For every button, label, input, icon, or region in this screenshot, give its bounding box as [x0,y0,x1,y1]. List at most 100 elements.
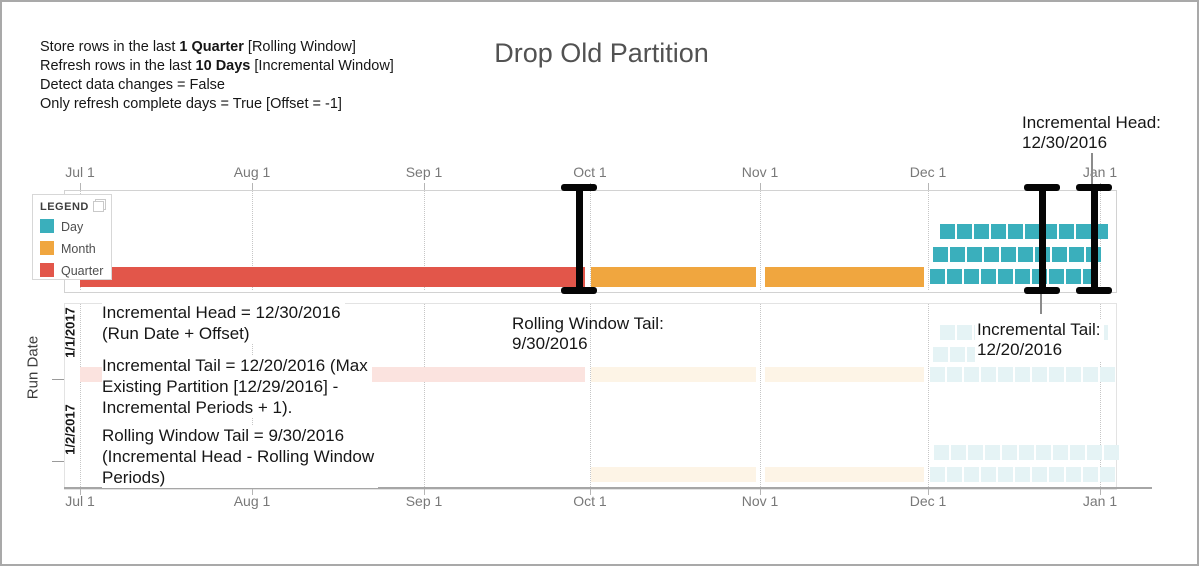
faded-month-bar-run2-nov[interactable] [765,467,924,482]
x-axis-label-bottom: Dec 1 [909,493,947,509]
day-partition-square[interactable] [968,445,983,460]
day-partition-square[interactable] [1066,367,1081,382]
day-partition-square[interactable] [1083,467,1098,482]
incremental-head-marker-bottom [1076,287,1112,294]
month-gridline [424,304,425,487]
day-partition-square[interactable] [947,367,962,382]
day-partition-square[interactable] [1066,467,1081,482]
day-partition-square[interactable] [1025,224,1040,239]
bottom-axis-tick [252,489,253,495]
day-partition-square[interactable] [998,269,1013,284]
month-swatch [40,241,54,255]
day-partition-square[interactable] [1076,224,1091,239]
day-partition-square[interactable] [957,224,972,239]
day-partition-square[interactable] [981,367,996,382]
incremental-tail-marker [1039,184,1046,294]
day-partition-square[interactable] [964,367,979,382]
x-axis-label-top: Dec 1 [909,164,947,180]
config-text: Store rows in the last [40,39,180,55]
faded-month-bar-run2-oct[interactable] [591,467,756,482]
chart-title: Drop Old Partition [494,38,709,68]
day-partition-square[interactable] [967,247,982,262]
day-partition-square[interactable] [1049,467,1064,482]
day-partition-square[interactable] [1049,367,1064,382]
incremental-tail-connector [1040,294,1042,314]
day-partition-square[interactable] [1069,247,1084,262]
day-partition-square[interactable] [1032,467,1047,482]
day-partition-square[interactable] [950,347,965,362]
day-partition-square[interactable] [964,269,979,284]
day-partition-square[interactable] [1015,269,1030,284]
config-text: Detect data changes = False [40,77,225,93]
day-partition-square[interactable] [1053,445,1068,460]
day-partition-square[interactable] [950,247,965,262]
config-line-complete-days: Only refresh complete days = True [Offse… [40,95,394,114]
day-partition-square[interactable] [981,269,996,284]
copy-icon[interactable] [93,199,106,212]
day-partition-square[interactable] [1100,467,1115,482]
day-partition-square[interactable] [951,445,966,460]
day-partition-square[interactable] [1032,367,1047,382]
day-partition-square[interactable] [933,347,948,362]
day-partition-square[interactable] [940,224,955,239]
month-partition-bar-nov[interactable] [765,267,924,287]
config-bold-value: 10 Days [195,58,251,74]
top-axis-tick [760,183,761,190]
day-partition-square[interactable] [1018,247,1033,262]
bottom-axis-tick [590,489,591,495]
rolling-window-tail-marker [576,184,583,294]
config-bold-value: 1 Quarter [179,39,244,55]
incremental-head-callout: Incremental Head: 12/30/2016 [1022,113,1161,152]
month-gridline [590,191,591,290]
quarter-partition-bar[interactable] [80,267,585,287]
day-partition-square[interactable] [1087,445,1102,460]
day-partition-square[interactable] [1083,367,1098,382]
x-axis-label-top: Sep 1 [405,164,443,180]
x-axis-label-bottom: Nov 1 [741,493,779,509]
day-partition-square[interactable] [947,467,962,482]
faded-month-bar-run1-oct[interactable] [591,367,756,382]
day-partition-square[interactable] [1059,224,1074,239]
incremental-head-connector [1091,153,1093,184]
day-partition-square[interactable] [1070,445,1085,460]
day-partition-square[interactable] [934,445,949,460]
day-partition-square[interactable] [947,269,962,284]
day-partition-square[interactable] [930,467,945,482]
day-partition-square[interactable] [940,325,955,340]
day-partition-square[interactable] [1002,445,1017,460]
day-partition-square[interactable] [1015,367,1030,382]
day-partition-square[interactable] [1008,224,1023,239]
top-axis-tick [252,183,253,190]
day-partition-square[interactable] [1019,445,1034,460]
day-partition-square[interactable] [1066,269,1081,284]
day-partition-square[interactable] [1036,445,1051,460]
faded-month-bar-run1-nov[interactable] [765,367,924,382]
x-axis-label-bottom: Jul 1 [65,493,95,509]
day-partition-square[interactable] [1001,247,1016,262]
day-partition-square[interactable] [998,367,1013,382]
legend-item-label: Day [61,220,84,234]
day-partition-square[interactable] [930,269,945,284]
rolling-window-tail-marker-top [561,184,597,191]
day-partition-square[interactable] [1049,269,1064,284]
legend-title: LEGEND [40,201,89,213]
day-partition-square[interactable] [964,467,979,482]
day-partition-square[interactable] [1104,445,1119,460]
day-partition-square[interactable] [930,367,945,382]
day-partition-square[interactable] [933,247,948,262]
rolling-window-tail-note: Rolling Window Tail = 9/30/2016 (Increme… [102,425,379,488]
day-partition-square[interactable] [1052,247,1067,262]
day-partition-square[interactable] [974,224,989,239]
day-partition-square[interactable] [984,247,999,262]
x-axis-label-top: Aug 1 [233,164,271,180]
day-partition-square[interactable] [985,445,1000,460]
day-partition-square[interactable] [991,224,1006,239]
day-partition-square[interactable] [1100,367,1115,382]
day-partition-square[interactable] [957,325,972,340]
day-partition-square[interactable] [1015,467,1030,482]
month-partition-bar-oct[interactable] [591,267,756,287]
x-axis-label-top: Jan 1 [1082,164,1118,180]
config-line-rolling-window: Store rows in the last 1 Quarter [Rollin… [40,38,394,57]
day-partition-square[interactable] [998,467,1013,482]
day-partition-square[interactable] [981,467,996,482]
